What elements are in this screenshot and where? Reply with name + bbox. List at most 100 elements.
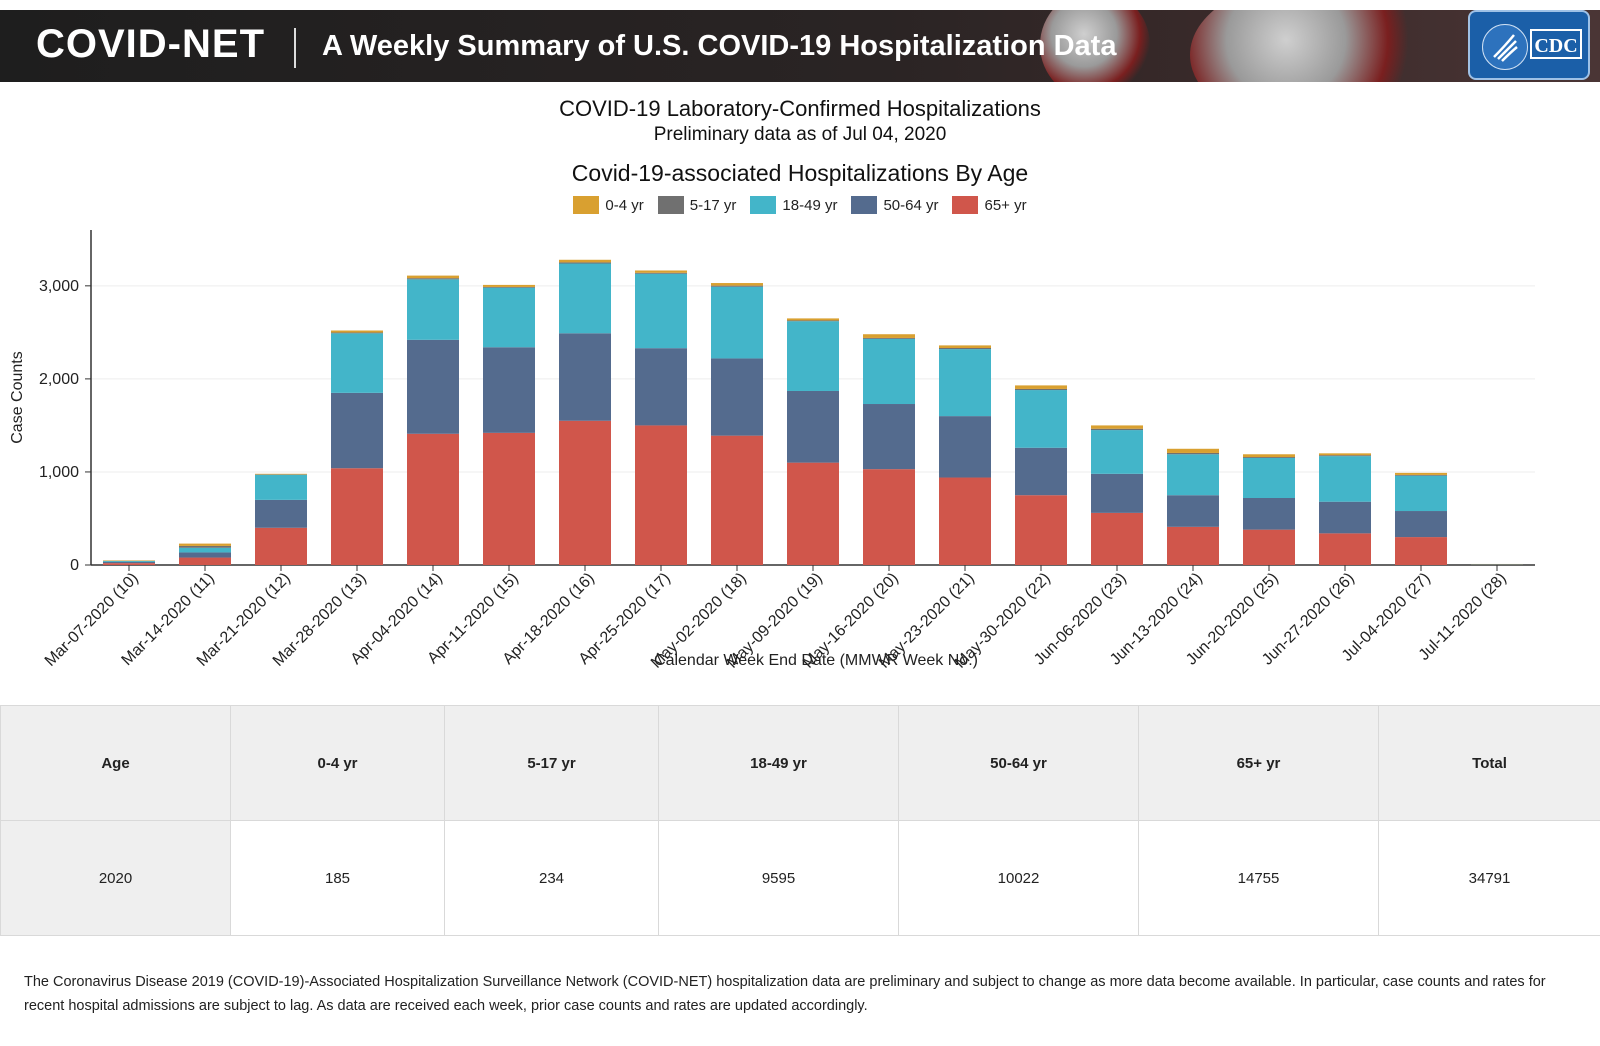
table-header: 0-4 yr bbox=[230, 705, 445, 821]
bar-segment bbox=[483, 432, 535, 565]
bar-segment bbox=[1395, 472, 1447, 475]
bar-segment bbox=[1243, 457, 1295, 458]
bar-segment bbox=[407, 433, 459, 565]
bar-segment bbox=[103, 562, 155, 564]
bar-segment bbox=[863, 469, 915, 565]
bar-segment bbox=[407, 278, 459, 280]
table-header: Age bbox=[0, 705, 231, 821]
table-cell: 185 bbox=[230, 820, 445, 936]
bar-segment bbox=[1395, 537, 1447, 565]
table-header: Total bbox=[1378, 705, 1600, 821]
bar-segment bbox=[1167, 495, 1219, 527]
table-header: 18-49 yr bbox=[658, 705, 899, 821]
legend-swatch bbox=[657, 196, 684, 214]
bar-segment bbox=[635, 425, 687, 565]
bar-segment bbox=[1395, 474, 1447, 476]
bar-segment bbox=[1319, 501, 1371, 534]
bar-segment bbox=[711, 283, 763, 286]
legend-swatch bbox=[750, 196, 777, 214]
cdc-logo-text: CDC bbox=[1530, 29, 1582, 59]
brand-title: COVID-NET bbox=[36, 22, 265, 66]
y-tick-label: 3,000 bbox=[39, 278, 79, 295]
table-header: 65+ yr bbox=[1138, 705, 1379, 821]
bar-segment bbox=[1319, 453, 1371, 456]
bar-segment bbox=[331, 392, 383, 469]
bar-segment bbox=[863, 337, 915, 339]
table-cell: 2020 bbox=[0, 820, 231, 936]
bar-segment bbox=[407, 339, 459, 434]
bar-segment bbox=[1395, 511, 1447, 538]
table-header-row: Age 0-4 yr 5-17 yr 18-49 yr 50-64 yr 65+… bbox=[0, 705, 1600, 821]
legend-item-0-4[interactable]: 0-4 yr bbox=[573, 196, 644, 214]
bar-segment bbox=[103, 561, 155, 563]
legend-item-5-17[interactable]: 5-17 yr bbox=[657, 196, 737, 214]
bar-segment bbox=[1319, 533, 1371, 565]
bar-segment bbox=[1015, 447, 1067, 496]
bar-segment bbox=[711, 286, 763, 359]
virus-image bbox=[1040, 10, 1150, 82]
bar-segment bbox=[331, 333, 383, 393]
bar-segment bbox=[1319, 455, 1371, 457]
table-cell: 10022 bbox=[898, 820, 1139, 936]
header-divider bbox=[294, 28, 296, 68]
chart-legend: 0-4 yr 5-17 yr 18-49 yr 50-64 yr 65+ yr bbox=[0, 196, 1600, 214]
cdc-logo[interactable]: CDC bbox=[1468, 10, 1590, 80]
bar-segment bbox=[559, 263, 611, 334]
bar-segment bbox=[787, 321, 839, 391]
legend-label: 50-64 yr bbox=[883, 196, 939, 214]
legend-item-18-49[interactable]: 18-49 yr bbox=[750, 196, 837, 214]
table-cell: 9595 bbox=[658, 820, 899, 936]
bar-segment bbox=[1015, 390, 1067, 448]
legend-item-50-64[interactable]: 50-64 yr bbox=[851, 196, 938, 214]
bar-segment bbox=[559, 420, 611, 565]
bar-segment bbox=[483, 287, 535, 348]
chart-title: Covid-19-associated Hospitalizations By … bbox=[571, 160, 1029, 186]
header-banner: COVID-NET A Weekly Summary of U.S. COVID… bbox=[0, 10, 1600, 82]
bar-segment bbox=[179, 543, 231, 546]
bar-segment bbox=[1091, 512, 1143, 565]
bar-segment bbox=[1167, 454, 1219, 496]
bar-segment bbox=[635, 270, 687, 273]
legend-item-65-plus[interactable]: 65+ yr bbox=[952, 196, 1027, 214]
bar-segment bbox=[1167, 448, 1219, 453]
bar-segment bbox=[787, 320, 839, 322]
bar-segment bbox=[1243, 457, 1295, 498]
y-axis-label: Case Counts bbox=[9, 351, 26, 444]
bar-segment bbox=[1395, 475, 1447, 512]
bar-segment bbox=[179, 552, 231, 558]
bar-segment bbox=[939, 345, 991, 348]
bar-segment bbox=[1167, 526, 1219, 565]
bar-segment bbox=[255, 499, 307, 528]
bar-segment bbox=[787, 462, 839, 565]
bar-segment bbox=[939, 349, 991, 417]
bar-segment bbox=[331, 332, 383, 334]
header-subtitle: A Weekly Summary of U.S. COVID-19 Hospit… bbox=[322, 30, 1117, 62]
bar-segment bbox=[711, 358, 763, 436]
bar-segment bbox=[1167, 452, 1219, 455]
bar-segment bbox=[559, 262, 611, 264]
footnote-text: The Coronavirus Disease 2019 (COVID-19)-… bbox=[24, 974, 1546, 1014]
y-tick-label: 2,000 bbox=[39, 371, 79, 388]
bar-segment bbox=[863, 338, 915, 405]
virus-image bbox=[1190, 10, 1430, 82]
bar-segment bbox=[863, 334, 915, 338]
bar-segment bbox=[483, 286, 535, 288]
bar-segment bbox=[787, 318, 839, 321]
bar-segment bbox=[1243, 529, 1295, 565]
bar-segment bbox=[939, 347, 991, 350]
bar-segment bbox=[255, 527, 307, 565]
bar-segment bbox=[787, 390, 839, 463]
legend-label: 5-17 yr bbox=[689, 196, 737, 214]
bar-segment bbox=[483, 284, 535, 287]
table-header: 50-64 yr bbox=[898, 705, 1139, 821]
bar-segment bbox=[331, 468, 383, 565]
bar-segment bbox=[103, 563, 155, 565]
summary-table: Age 0-4 yr 5-17 yr 18-49 yr 50-64 yr 65+… bbox=[0, 705, 1600, 936]
table-cell: 234 bbox=[444, 820, 659, 936]
bar-segment bbox=[483, 347, 535, 433]
bar-segment bbox=[711, 285, 763, 287]
bar-segment bbox=[179, 545, 231, 548]
legend-label: 65+ yr bbox=[984, 196, 1027, 214]
bar-segment bbox=[1015, 495, 1067, 565]
